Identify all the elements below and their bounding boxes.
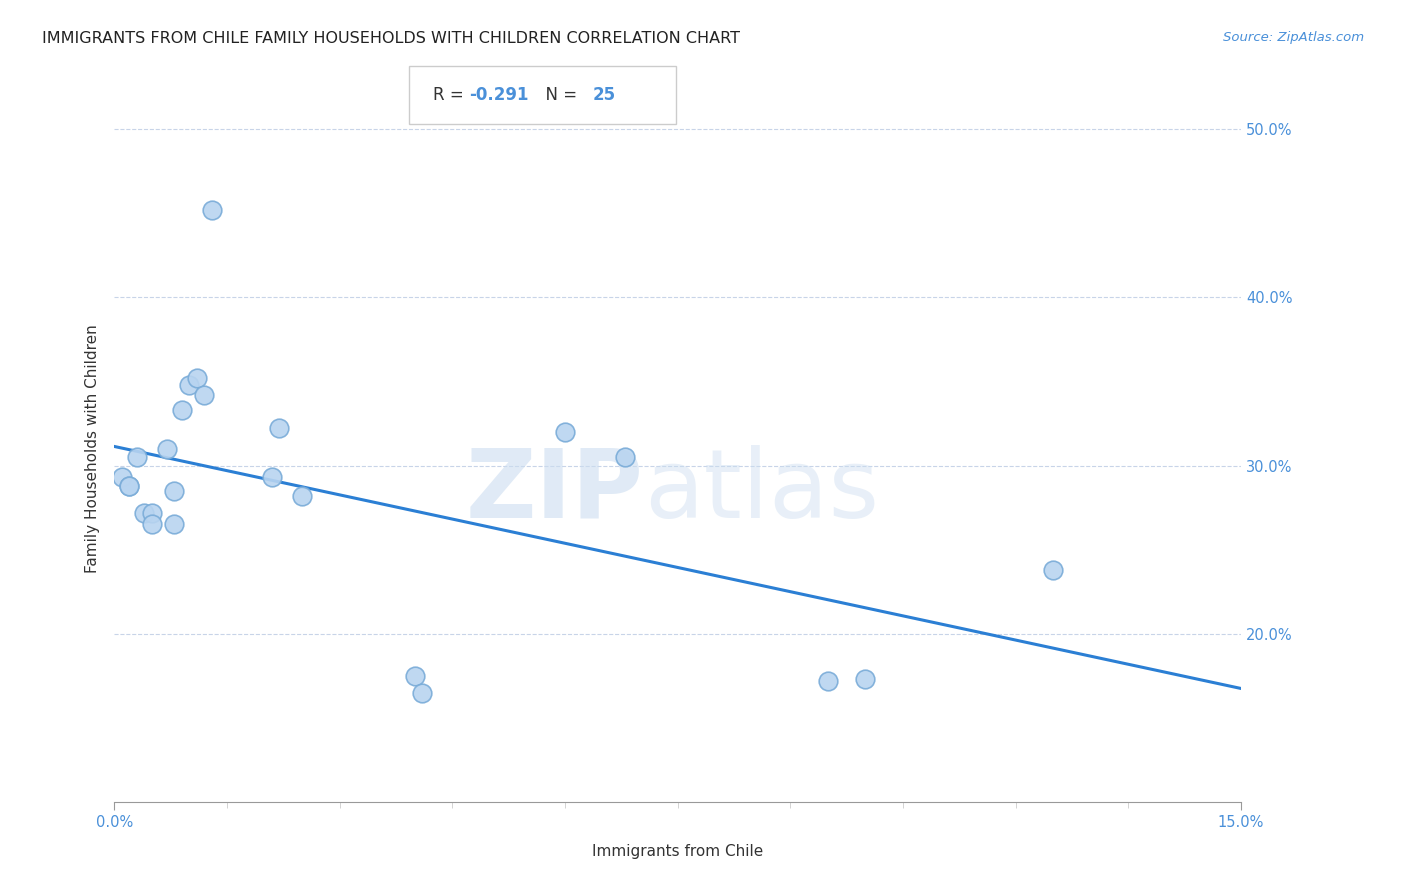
Point: [817, 673, 839, 688]
Point: [614, 450, 637, 464]
Point: [170, 403, 193, 417]
Point: [163, 483, 186, 498]
Point: [141, 517, 163, 532]
Point: [411, 686, 433, 700]
Point: [260, 470, 283, 484]
Point: [141, 506, 163, 520]
Text: R =: R =: [433, 87, 468, 104]
Point: [554, 425, 576, 439]
Point: [163, 517, 186, 532]
Y-axis label: Family Households with Children: Family Households with Children: [86, 325, 100, 573]
Point: [269, 421, 291, 435]
Point: [118, 479, 141, 493]
Text: -0.291: -0.291: [470, 87, 529, 104]
Point: [201, 202, 224, 217]
Point: [193, 388, 215, 402]
Text: atlas: atlas: [644, 444, 879, 538]
Text: IMMIGRANTS FROM CHILE FAMILY HOUSEHOLDS WITH CHILDREN CORRELATION CHART: IMMIGRANTS FROM CHILE FAMILY HOUSEHOLDS …: [42, 31, 740, 46]
Point: [125, 450, 148, 464]
Text: N =: N =: [536, 87, 582, 104]
X-axis label: Immigrants from Chile: Immigrants from Chile: [592, 844, 763, 859]
Text: 25: 25: [593, 87, 616, 104]
Point: [186, 371, 208, 385]
Point: [134, 506, 156, 520]
Point: [404, 669, 426, 683]
Text: Source: ZipAtlas.com: Source: ZipAtlas.com: [1223, 31, 1364, 45]
Point: [111, 470, 134, 484]
Point: [855, 672, 877, 686]
Text: ZIP: ZIP: [465, 444, 644, 538]
Point: [118, 479, 141, 493]
Point: [179, 377, 201, 392]
Point: [156, 442, 179, 456]
Point: [1042, 563, 1064, 577]
Point: [291, 489, 314, 503]
